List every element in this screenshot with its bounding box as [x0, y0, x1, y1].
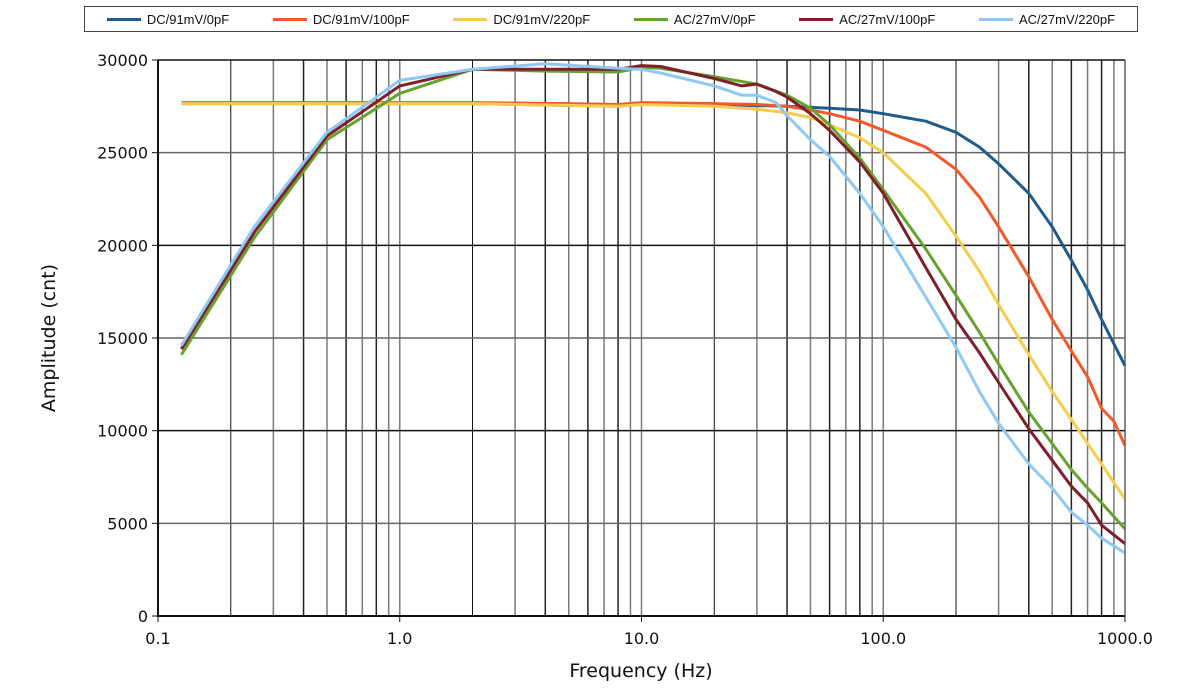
- x-tick-label: 100.0: [860, 629, 906, 648]
- legend-label: AC/27mV/0pF: [673, 11, 756, 27]
- series-line-1: [181, 101, 1127, 447]
- legend-item: DC/91mV/0pF: [106, 11, 230, 27]
- y-axis-title: Amplitude (cnt): [38, 264, 60, 412]
- x-tick-label: 10.0: [624, 629, 660, 648]
- y-tick-label: 15000: [97, 329, 148, 348]
- legend-label: DC/91mV/220pF: [493, 11, 591, 27]
- y-tick-label: 20000: [97, 236, 148, 255]
- legend-item: AC/27mV/100pF: [799, 12, 935, 27]
- legend-label: AC/27mV/100pF: [839, 11, 936, 27]
- x-tick-label: 1000.0: [1097, 629, 1153, 648]
- legend-swatch-3: [633, 17, 668, 21]
- legend-swatch-1: [272, 17, 307, 21]
- y-tick-label: 25000: [97, 144, 148, 163]
- legend-swatch-2: [453, 17, 488, 21]
- x-tick-label: 0.1: [145, 629, 170, 648]
- legend-label: AC/27mV/220pF: [1018, 11, 1116, 27]
- legend-swatch-5: [978, 17, 1013, 21]
- series-line-2: [181, 102, 1127, 501]
- legend-item: AC/27mV/0pF: [633, 11, 756, 27]
- y-tick-label: 10000: [97, 422, 148, 441]
- series-line-5: [180, 62, 1126, 555]
- chart-legend: DC/91mV/0pF DC/91mV/100pF DC/91mV/220pF …: [84, 6, 1138, 32]
- grid: [157, 59, 1126, 617]
- legend-label: DC/91mV/0pF: [146, 11, 230, 27]
- axes: 0 5000 10000 15000 20000 25000 30000 0.1 1.0 10.0…: [97, 51, 1153, 648]
- legend-item: DC/91mV/100pF: [272, 11, 410, 27]
- legend-label: DC/91mV/100pF: [312, 11, 410, 27]
- y-tick-label: 0: [138, 607, 148, 626]
- series-line-4: [180, 64, 1126, 545]
- x-tick-label: 1.0: [387, 629, 412, 648]
- y-tick-label: 5000: [107, 514, 148, 533]
- legend-item: DC/91mV/220pF: [453, 12, 590, 27]
- y-tick-label: 30000: [97, 51, 148, 70]
- series-lines: [180, 62, 1127, 555]
- legend-swatch-4: [799, 17, 834, 21]
- x-axis-title: Frequency (Hz): [569, 660, 712, 682]
- legend-item: AC/27mV/220pF: [978, 11, 1116, 27]
- legend-swatch-0: [106, 17, 141, 21]
